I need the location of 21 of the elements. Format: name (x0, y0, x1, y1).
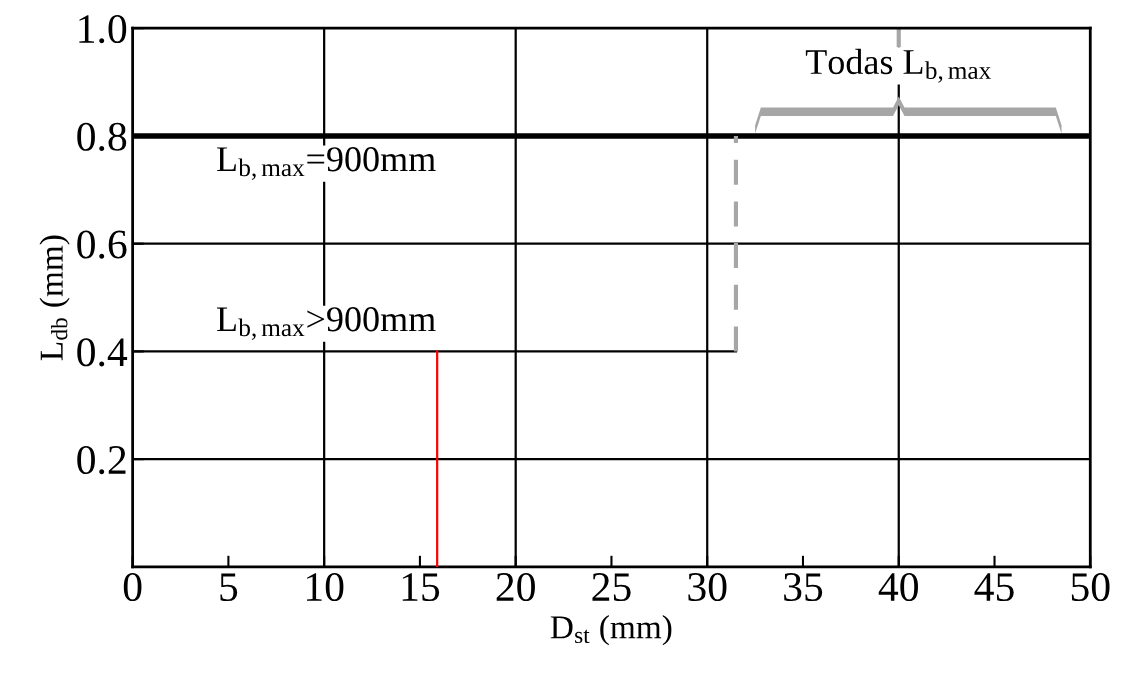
y-tick-label: 1.0 (79, 14, 127, 44)
x-tick-label: 35 (784, 573, 823, 602)
x-tick-label: 0 (123, 572, 142, 602)
x-tick-label: 10 (306, 572, 344, 602)
annotation: Todas L$_{b,max}$ (805, 48, 991, 83)
y-axis-title: L$_{db}$ (mm) (39, 235, 70, 361)
x-axis-title: D$_{st}$ (mm) (550, 615, 672, 646)
y-tick-label: 0.6 (77, 230, 127, 259)
x-tick-label: 15 (402, 573, 440, 602)
x-tick-label: 50 (1071, 572, 1110, 602)
x-tick-label: 40 (878, 572, 918, 602)
x-tick-label: 5 (220, 573, 238, 602)
series-label: L$_{b,max}$>900mm (217, 307, 436, 340)
x-tick-label: 20 (496, 572, 535, 602)
y-tick-label: 0.4 (77, 338, 128, 367)
x-tick-label: 45 (974, 573, 1014, 602)
y-tick-label: 0.8 (77, 122, 127, 151)
series-label: L$_{b,max}$=900mm (217, 147, 436, 180)
x-tick-label: 25 (592, 573, 631, 602)
x-tick-label: 30 (688, 572, 727, 602)
y-tick-label: 0.2 (77, 445, 126, 475)
